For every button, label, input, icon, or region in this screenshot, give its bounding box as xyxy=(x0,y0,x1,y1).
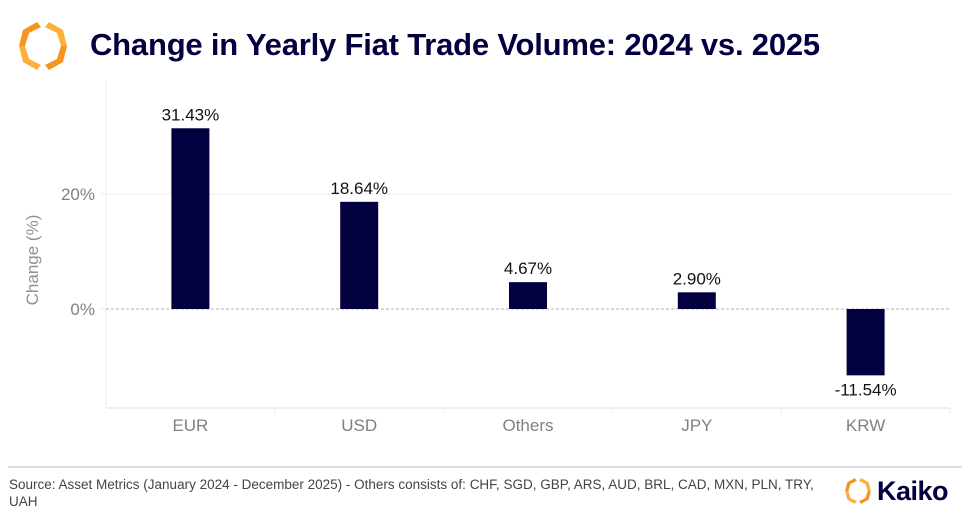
axes: 0% 20% EUR USD Others JPY KRW xyxy=(61,80,951,435)
x-tick-label: Others xyxy=(502,416,553,435)
brand-name: Kaiko xyxy=(877,475,949,506)
y-tick-label: 20% xyxy=(61,185,95,204)
footer-divider xyxy=(8,466,962,468)
data-label: -11.54% xyxy=(835,380,897,399)
x-tick-label: EUR xyxy=(172,416,208,435)
bar-chart: 31.43% 18.64% 4.67% 2.90% -11.54% 0% 20% EUR US… xyxy=(23,80,951,435)
y-tick-label: 0% xyxy=(70,300,95,319)
data-label: 18.64% xyxy=(330,179,388,198)
kaiko-logo-icon xyxy=(19,22,67,70)
chart-title: Change in Yearly Fiat Trade Volume: 2024… xyxy=(90,27,820,62)
brand-logo: Kaiko xyxy=(843,475,949,506)
x-tick-label: JPY xyxy=(681,416,712,435)
data-labels: 31.43% 18.64% 4.67% 2.90% -11.54% xyxy=(162,105,897,399)
bar-usd xyxy=(340,201,379,309)
bar-others xyxy=(509,282,547,309)
bars xyxy=(171,128,885,376)
data-label: 2.90% xyxy=(673,269,721,288)
header: Change in Yearly Fiat Trade Volume: 2024… xyxy=(0,0,970,90)
bar-jpy xyxy=(677,292,716,309)
y-axis-label: Change (%) xyxy=(23,215,42,306)
source-note: Source: Asset Metrics (January 2024 - De… xyxy=(9,477,814,509)
bar-krw xyxy=(846,309,885,376)
bar-eur xyxy=(171,128,210,309)
x-tick-label: KRW xyxy=(846,416,885,435)
data-label: 31.43% xyxy=(162,105,220,124)
data-label: 4.67% xyxy=(504,259,552,278)
x-tick-label: USD xyxy=(341,416,377,435)
kaiko-logo-icon xyxy=(845,478,871,504)
